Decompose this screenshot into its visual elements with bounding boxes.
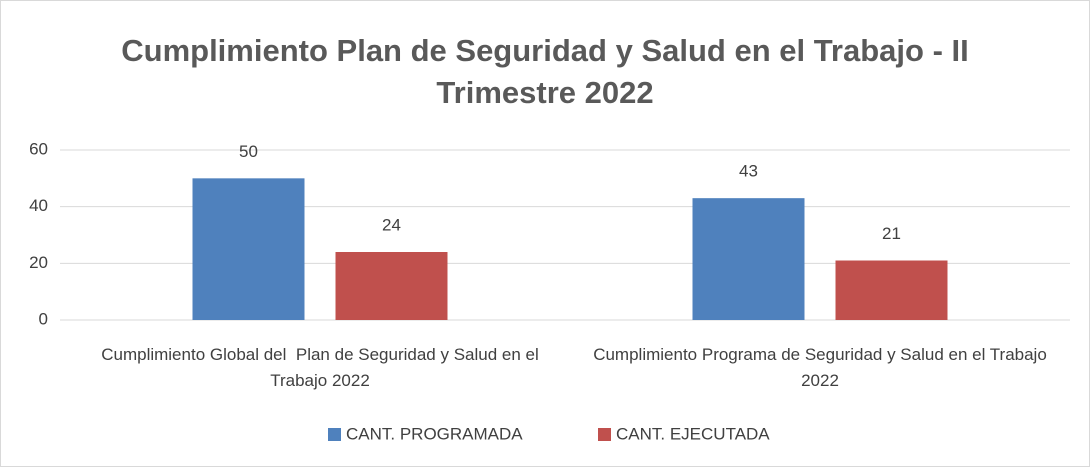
chart-title: Cumplimiento Plan de Seguridad y Salud e…: [121, 33, 969, 110]
bar: [692, 198, 805, 320]
y-tick-label: 20: [29, 253, 48, 272]
legend-label: CANT. EJECUTADA: [616, 424, 770, 443]
legend-label: CANT. PROGRAMADA: [346, 424, 523, 443]
data-label: 24: [382, 215, 401, 234]
data-label: 50: [239, 142, 258, 161]
bar: [192, 178, 305, 320]
x-tick-label: Cumplimiento Programa de Seguridad y Sal…: [593, 345, 1052, 390]
bar: [335, 252, 448, 320]
y-tick-label: 60: [29, 139, 48, 158]
legend-swatch: [598, 428, 611, 441]
legend-swatch: [328, 428, 341, 441]
y-tick-label: 40: [29, 196, 48, 215]
data-label: 21: [882, 224, 901, 243]
data-label: 43: [739, 162, 758, 181]
y-tick-label: 0: [39, 309, 48, 328]
bar: [835, 260, 948, 320]
x-tick-label: Cumplimiento Global del Plan de Segurida…: [101, 345, 544, 390]
